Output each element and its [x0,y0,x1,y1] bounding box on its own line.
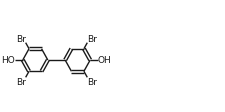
Text: Br: Br [16,34,26,43]
Text: Br: Br [87,78,97,87]
Text: Br: Br [87,34,97,43]
Text: HO: HO [1,56,15,65]
Text: OH: OH [98,56,112,65]
Text: Br: Br [16,78,26,87]
